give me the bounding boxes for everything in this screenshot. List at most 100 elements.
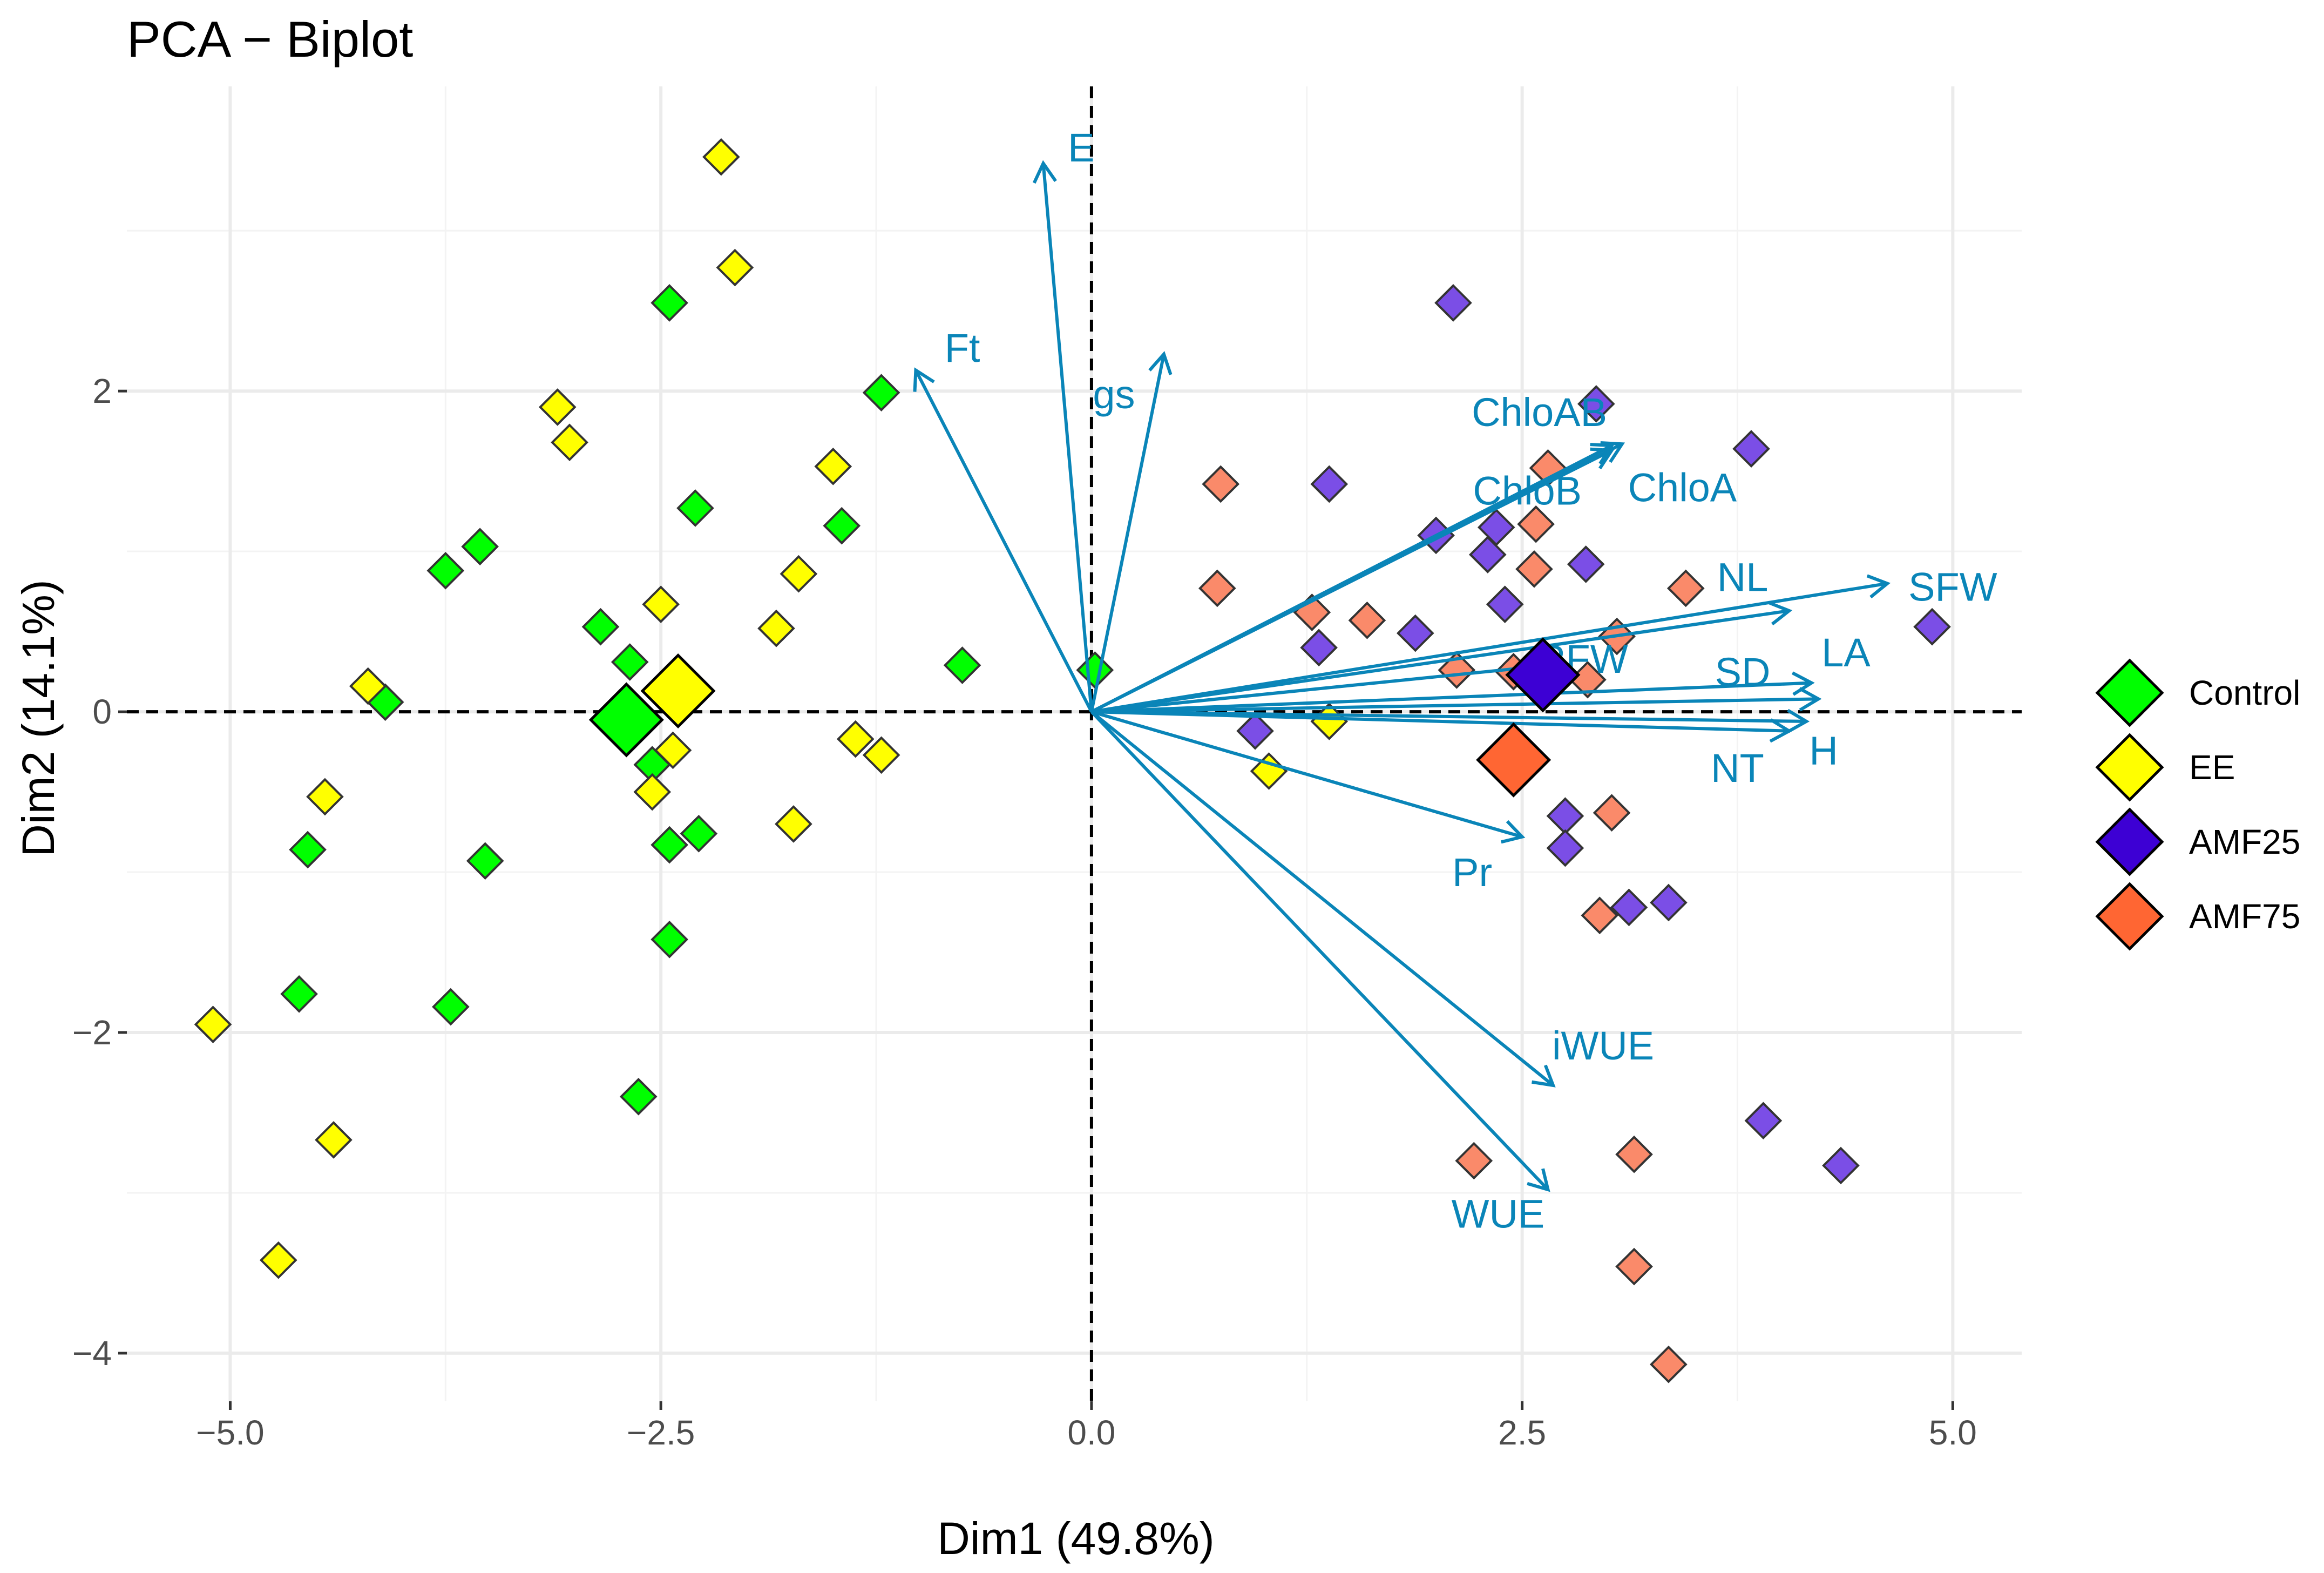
legend-key-amf75 — [2095, 882, 2164, 951]
point-control — [619, 1077, 658, 1116]
point-amf75 — [1650, 1345, 1688, 1383]
var-label-ft: Ft — [945, 326, 980, 370]
point-amf25 — [1822, 1146, 1860, 1185]
centroid-amf75 — [1476, 722, 1551, 798]
legend-label-amf75: AMF75 — [2189, 897, 2300, 936]
arrowhead-chloa — [1600, 441, 1625, 463]
point-amf25 — [1650, 883, 1688, 922]
arrow-nl — [1091, 609, 1790, 714]
arrow-chlob — [1090, 449, 1612, 713]
point-amf25 — [1236, 712, 1274, 750]
x-tick-label: −5.0 — [196, 1413, 264, 1452]
arrow-ft — [914, 369, 1093, 713]
arrow-rfw — [1091, 662, 1566, 714]
arrow-sfw — [1091, 582, 1888, 714]
point-amf75 — [1202, 465, 1240, 503]
point-amf75 — [1593, 794, 1631, 832]
point-ee — [538, 388, 577, 426]
point-control — [461, 528, 499, 566]
point-ee — [814, 447, 852, 485]
arrowhead-nt — [1769, 718, 1793, 743]
y-tick-label: 2 — [92, 372, 112, 410]
var-label-nl: NL — [1717, 555, 1769, 600]
point-ee — [836, 720, 875, 758]
arrowhead-gs — [1148, 351, 1173, 375]
var-label-nt: NT — [1711, 746, 1764, 791]
arrow-nt — [1091, 710, 1790, 733]
arrowhead-wue — [1527, 1168, 1550, 1192]
arrow-gs — [1089, 354, 1166, 712]
var-label-chloa: ChloA — [1628, 465, 1737, 510]
legend-key-ee — [2095, 733, 2164, 802]
arrowhead-nl — [1768, 601, 1793, 626]
point-amf75 — [1515, 550, 1553, 588]
point-amf25 — [1567, 545, 1605, 583]
point-amf25 — [1732, 430, 1770, 468]
point-amf75 — [1348, 602, 1386, 639]
point-amf25 — [1577, 385, 1615, 423]
point-control — [581, 607, 620, 646]
point-control — [651, 920, 688, 958]
point-amf75 — [1615, 1135, 1653, 1173]
point-ee — [642, 585, 680, 623]
point-control — [432, 988, 470, 1026]
x-tick-label: 5.0 — [1929, 1413, 1977, 1452]
point-amf25 — [1610, 888, 1648, 927]
chart-title: PCA − Biplot — [127, 11, 413, 67]
legend-label-amf25: AMF25 — [2189, 822, 2300, 861]
point-ee — [780, 555, 818, 593]
point-amf75 — [1198, 569, 1236, 607]
var-label-e: E — [1068, 125, 1094, 170]
point-amf25 — [1434, 284, 1472, 322]
point-amf25 — [1310, 465, 1349, 503]
point-control — [823, 507, 861, 545]
point-amf25 — [1468, 536, 1507, 573]
arrowhead-ft — [913, 367, 935, 392]
point-control — [680, 814, 718, 853]
arrow-sd — [1091, 681, 1812, 714]
point-ee — [194, 1005, 232, 1043]
point-amf25 — [1300, 629, 1338, 667]
y-axis-title: Dim2 (14.1%) — [13, 579, 64, 856]
point-ee — [716, 248, 754, 287]
arrowhead-pr — [1501, 820, 1526, 844]
point-amf75 — [1517, 505, 1555, 543]
legend-label-control: Control — [2189, 673, 2300, 712]
var-label-sfw: SFW — [1908, 564, 1997, 609]
centroid-control — [588, 682, 664, 758]
point-amf25 — [1744, 1102, 1783, 1140]
point-ee — [551, 423, 588, 462]
var-label-iwue: iWUE — [1552, 1023, 1654, 1068]
axis-ticks: −5.0 −2.5 0.0 2.5 5.0 −4 −2 0 2 — [72, 372, 1977, 1452]
x-tick-label: −2.5 — [627, 1413, 695, 1452]
point-control — [611, 643, 649, 681]
legend-key-control — [2095, 658, 2164, 727]
group-centroids — [588, 637, 1581, 798]
y-tick-label: −2 — [72, 1013, 112, 1052]
arrow-e — [1041, 163, 1093, 712]
point-ee — [633, 773, 672, 811]
centroid-ee — [640, 653, 716, 729]
arrow-pr — [1091, 710, 1523, 839]
point-control — [943, 646, 981, 684]
point-amf25 — [1396, 614, 1434, 652]
point-control — [862, 374, 900, 412]
arrowhead-sd — [1791, 671, 1815, 696]
var-label-chlob: ChloB — [1473, 468, 1582, 513]
x-tick-label: 0.0 — [1067, 1413, 1115, 1452]
reference-lines — [127, 86, 2022, 1401]
arrowhead-chlob — [1590, 447, 1615, 470]
point-amf75 — [1666, 569, 1705, 607]
arrowhead-h — [1786, 708, 1810, 734]
point-control — [280, 975, 318, 1013]
point-control — [676, 489, 714, 527]
point-control — [651, 826, 688, 864]
point-ee — [306, 778, 344, 816]
x-tick-label: 2.5 — [1498, 1413, 1546, 1452]
var-label-pr: Pr — [1452, 850, 1492, 895]
point-amf25 — [1546, 829, 1584, 867]
point-amf75 — [1581, 896, 1619, 935]
point-ee — [315, 1121, 353, 1159]
var-label-h: H — [1809, 728, 1838, 773]
